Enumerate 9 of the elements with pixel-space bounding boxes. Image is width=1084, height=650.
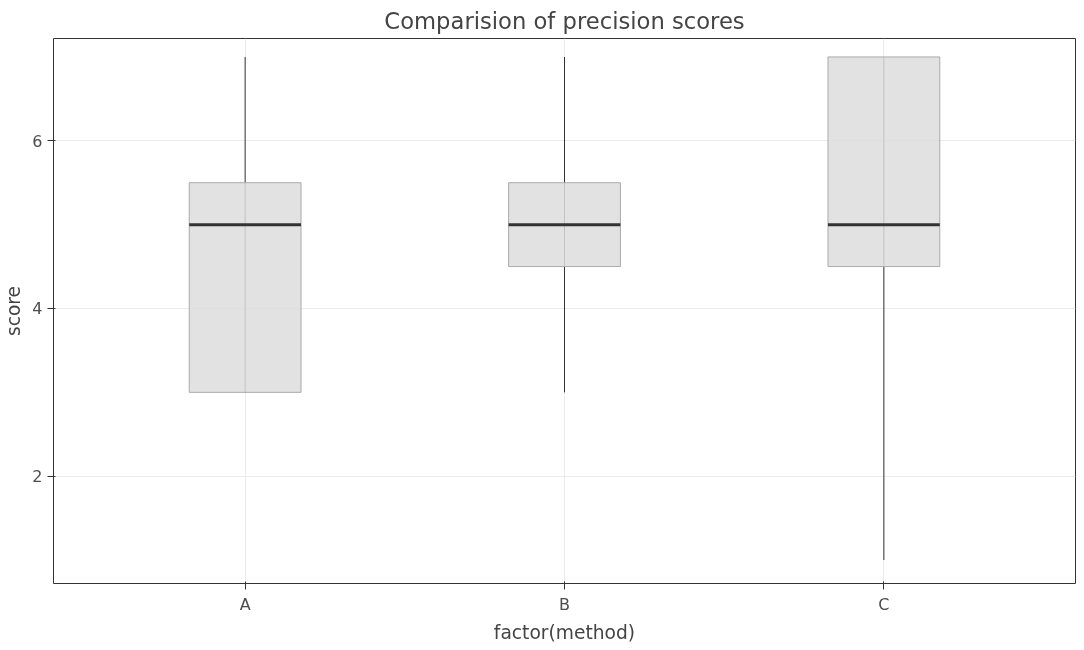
x-tick-label: A [239,594,251,614]
y-axis-title: score [3,285,25,337]
x-tick-label: B [559,594,570,614]
x-axis-title: factor(method) [493,621,636,643]
y-tick-label: 4 [32,299,43,319]
y-tick-label: 6 [32,131,43,151]
y-tick-label: 2 [32,467,43,487]
chart-title: Comparision of precision scores [384,7,745,34]
x-tick-label: C [878,594,890,614]
